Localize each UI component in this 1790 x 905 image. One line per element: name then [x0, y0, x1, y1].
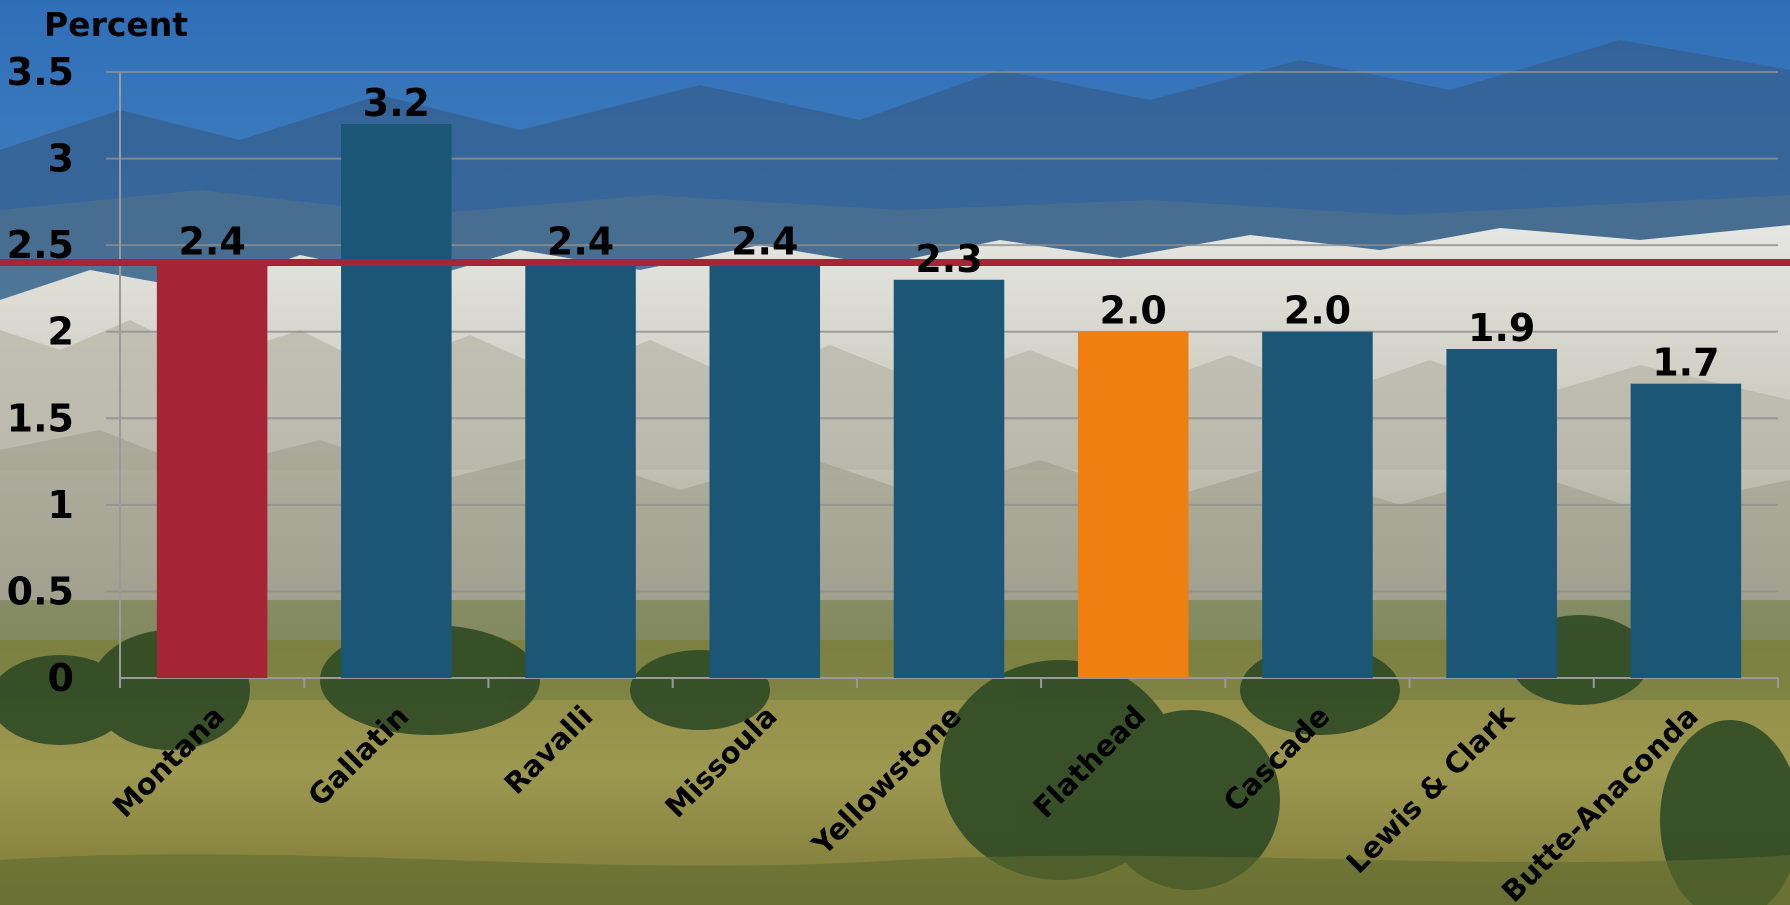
y-tick-label: 1.5 [7, 396, 74, 440]
x-category-label: Yellowstone [805, 699, 968, 862]
x-category-label: Missoula [658, 699, 783, 824]
bar [341, 123, 452, 678]
x-category-label: Ravalli [498, 699, 600, 801]
data-label: 2.4 [178, 219, 245, 263]
x-category-label: Gallatin [301, 699, 415, 813]
y-axis-title: Percent [44, 5, 188, 44]
x-category-label: Cascade [1217, 699, 1337, 819]
data-label: 2.0 [1284, 289, 1351, 333]
data-label: 1.9 [1468, 306, 1535, 350]
x-category-label: Butte-Anaconda [1495, 699, 1705, 905]
y-tick-label: 1 [48, 483, 74, 527]
data-label: 2.0 [1100, 289, 1167, 333]
data-label: 3.2 [363, 81, 430, 125]
y-tick-label: 0.5 [7, 569, 74, 613]
y-tick-label: 3.5 [7, 50, 74, 94]
y-tick-label: 0 [48, 656, 74, 700]
data-label: 2.3 [915, 237, 982, 281]
bar [525, 262, 636, 678]
data-label: 2.4 [731, 219, 798, 263]
y-tick-label: 3 [48, 137, 74, 181]
bar [709, 262, 821, 678]
data-label: 1.7 [1652, 341, 1719, 385]
x-category-label: Lewis & Clark [1340, 698, 1522, 880]
x-category-label: Montana [106, 699, 231, 824]
bar [156, 262, 268, 678]
y-tick-label: 2 [48, 310, 74, 354]
x-category-label: Flathead [1026, 699, 1152, 825]
bar [1262, 331, 1373, 678]
bar [1630, 383, 1742, 678]
bar [1446, 349, 1557, 678]
bars [156, 123, 1742, 678]
bar [1077, 331, 1189, 678]
data-label: 2.4 [547, 219, 614, 263]
bar [893, 279, 1005, 678]
